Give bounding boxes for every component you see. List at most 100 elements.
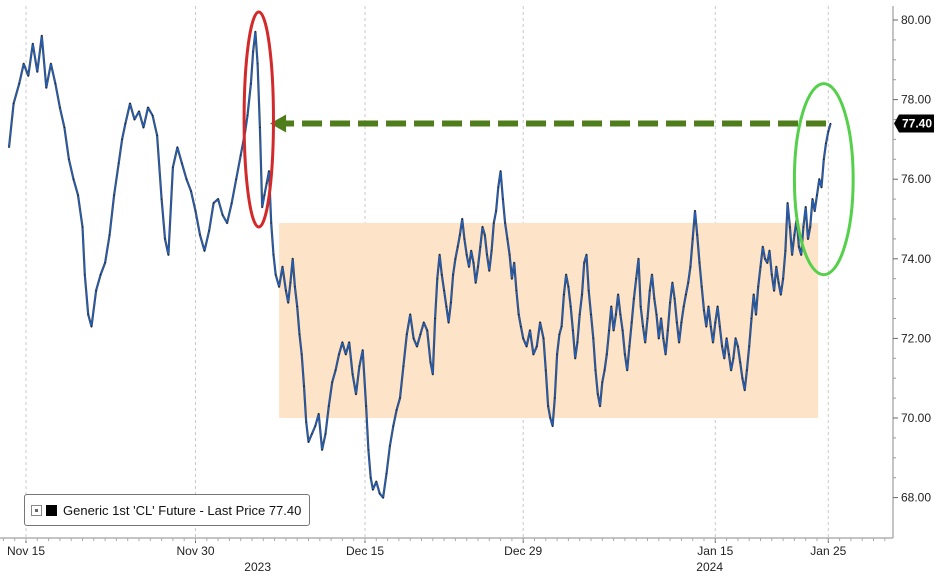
data-point [687, 282, 689, 284]
data-point [726, 337, 728, 339]
data-point [705, 325, 707, 328]
data-point [301, 353, 303, 355]
data-point [583, 262, 585, 264]
data-point [292, 258, 294, 260]
data-point [737, 345, 739, 347]
data-point [463, 238, 465, 240]
series-layer [7, 30, 832, 499]
data-point [479, 246, 481, 248]
data-point [529, 329, 531, 331]
data-point [77, 194, 79, 196]
data-point [307, 441, 310, 443]
y-tick-label: 78.00 [901, 93, 931, 107]
data-point [520, 325, 522, 328]
data-point [142, 126, 145, 129]
data-point [597, 393, 599, 395]
data-point [118, 162, 120, 164]
data-point [662, 337, 664, 339]
data-point [311, 433, 313, 435]
y-tick-label: 76.00 [901, 172, 931, 186]
data-point [156, 134, 158, 136]
data-point [287, 302, 289, 304]
data-point [773, 290, 775, 292]
data-point [565, 274, 567, 276]
data-point [570, 306, 572, 308]
data-point [755, 313, 757, 316]
data-point [285, 290, 287, 292]
data-point [321, 449, 323, 451]
data-point [721, 345, 723, 347]
data-point [789, 226, 791, 228]
data-point [563, 294, 565, 296]
data-point [18, 83, 20, 85]
data-point [680, 321, 683, 324]
data-point [787, 202, 789, 204]
data-point [278, 286, 280, 288]
data-point [771, 274, 773, 276]
data-point [475, 282, 477, 284]
data-point [355, 393, 357, 395]
data-point [762, 246, 764, 248]
data-point [470, 250, 472, 252]
data-point [561, 325, 563, 328]
data-point [732, 357, 735, 359]
data-point [176, 146, 178, 148]
data-point [90, 325, 93, 328]
data-point [335, 369, 337, 371]
data-point [50, 63, 52, 65]
data-point [778, 282, 780, 284]
data-point [226, 222, 228, 224]
data-point [809, 226, 811, 228]
data-point [275, 274, 277, 276]
x-tick-label: Nov 30 [176, 544, 214, 558]
data-point [426, 329, 428, 331]
data-point [640, 306, 642, 308]
data-point [504, 222, 506, 224]
data-point [594, 369, 597, 371]
x-tick-label: Nov 15 [7, 544, 45, 558]
last-price-label: 77.40 [902, 116, 932, 130]
data-point [622, 329, 624, 331]
data-point [468, 266, 470, 268]
data-point [41, 35, 43, 37]
data-point [674, 298, 676, 300]
data-point [303, 385, 305, 387]
data-point [59, 107, 61, 109]
axes: 80.00 78.00 76.00 74.00 72.00 70.00 68.00 Nov 1… [0, 6, 934, 574]
data-point [338, 353, 340, 355]
data-point [133, 118, 136, 121]
data-point [328, 405, 330, 407]
data-point [782, 278, 784, 280]
data-point [676, 321, 678, 324]
data-point [32, 43, 34, 45]
data-point [532, 353, 535, 355]
data-point [161, 198, 163, 200]
data-point [646, 317, 649, 320]
data-point [784, 250, 787, 252]
data-point [240, 154, 242, 156]
data-point [825, 142, 827, 144]
data-point [454, 258, 456, 260]
data-point [506, 238, 508, 240]
data-point [272, 254, 275, 256]
data-point [651, 274, 653, 276]
data-point [624, 353, 626, 355]
data-point [617, 294, 619, 296]
data-point [259, 126, 261, 129]
data-point [389, 445, 391, 447]
data-point [655, 313, 658, 316]
data-point [190, 190, 192, 192]
data-point [203, 250, 206, 252]
data-point [823, 158, 825, 160]
data-point [572, 329, 574, 331]
data-point [314, 425, 316, 427]
data-point [513, 262, 515, 264]
legend-toggle-icon[interactable] [31, 504, 42, 516]
data-point [222, 214, 224, 216]
data-point [54, 83, 57, 85]
data-point [604, 369, 606, 371]
data-point [816, 194, 818, 196]
data-point [628, 345, 631, 347]
